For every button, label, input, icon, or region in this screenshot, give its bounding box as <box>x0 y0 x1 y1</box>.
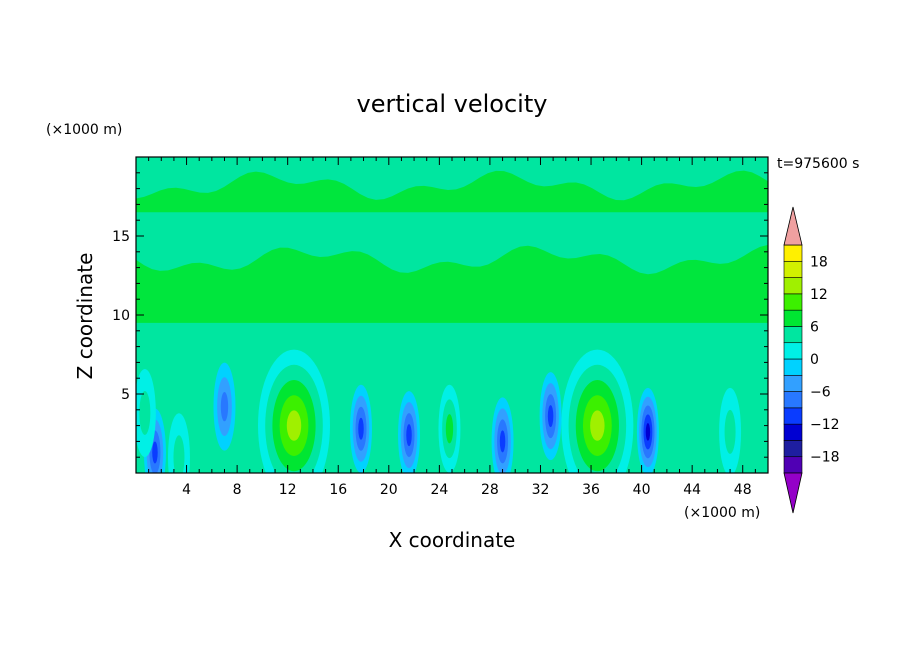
colorbar-tick-label: 6 <box>810 319 819 335</box>
velocity-cell <box>561 349 634 473</box>
velocity-cell <box>438 384 461 473</box>
colorbar: 18 12 6 0 −6 −12 −18 <box>783 206 840 514</box>
colorbar-swatch <box>783 374 803 392</box>
colorbar-swatch <box>783 277 803 295</box>
velocity-cell <box>539 372 562 461</box>
velocity-cell <box>349 384 372 473</box>
velocity-cell <box>398 391 421 473</box>
colorbar-tick-label: 0 <box>810 352 819 368</box>
colorbar-tick-label: −18 <box>810 450 840 466</box>
chart-title: vertical velocity <box>357 90 548 118</box>
colorbar-swatch <box>783 423 803 441</box>
colorbar-tick-label: 18 <box>810 254 828 270</box>
colorbar-swatch <box>783 326 803 344</box>
colorbar-swatch <box>783 440 803 458</box>
velocity-cell <box>167 413 190 473</box>
upper-positive-band <box>136 244 768 323</box>
colorbar-swatch <box>783 244 803 262</box>
velocity-field <box>136 170 768 473</box>
x-tick-label: 20 <box>380 482 398 498</box>
colorbar-swatch <box>783 391 803 409</box>
upper-positive-band <box>136 170 768 213</box>
x-tick-label: 32 <box>532 482 550 498</box>
y-tick-label: 15 <box>112 229 130 245</box>
plot-area <box>136 157 768 473</box>
colorbar-swatch <box>783 456 803 474</box>
colorbar-tick-label: −12 <box>810 417 840 433</box>
colorbar-swatch <box>783 358 803 376</box>
x-tick-label: 28 <box>481 482 499 498</box>
x-tick-label: 36 <box>582 482 600 498</box>
y-axis: 5 10 15 <box>112 172 768 458</box>
colorbar-tick-label: 12 <box>810 287 828 303</box>
velocity-cell <box>213 362 236 451</box>
x-axis-label: X coordinate <box>389 528 516 552</box>
x-tick-label: 24 <box>430 482 448 498</box>
x-tick-label: 16 <box>329 482 347 498</box>
colorbar-swatch <box>783 260 803 278</box>
x-tick-label: 40 <box>633 482 651 498</box>
colorbar-swatch <box>783 309 803 327</box>
x-tick-label: 4 <box>182 482 191 498</box>
y-tick-label: 5 <box>121 387 130 403</box>
x-axis: 4 8 12 16 20 24 28 32 36 40 44 48 <box>148 157 756 498</box>
velocity-cell <box>491 397 514 473</box>
y-unit-label: (×1000 m) <box>46 122 122 138</box>
x-tick-label: 12 <box>279 482 297 498</box>
x-tick-label: 8 <box>233 482 242 498</box>
x-tick-label: 48 <box>734 482 752 498</box>
velocity-cell <box>636 387 659 473</box>
colorbar-swatch <box>783 293 803 311</box>
colorbar-min-extension <box>783 472 803 514</box>
x-tick-label: 44 <box>683 482 701 498</box>
y-axis-label: Z coordinate <box>73 253 97 380</box>
velocity-cell <box>719 387 742 473</box>
colorbar-swatch <box>783 407 803 425</box>
colorbar-swatch <box>783 342 803 360</box>
velocity-cell <box>258 349 330 473</box>
x-unit-label: (×1000 m) <box>684 505 760 521</box>
y-tick-label: 10 <box>112 308 130 324</box>
colorbar-max-extension <box>783 206 803 246</box>
colorbar-tick-label: −6 <box>810 385 831 401</box>
time-label: t=975600 s <box>777 156 859 172</box>
velocity-cell <box>136 368 156 457</box>
